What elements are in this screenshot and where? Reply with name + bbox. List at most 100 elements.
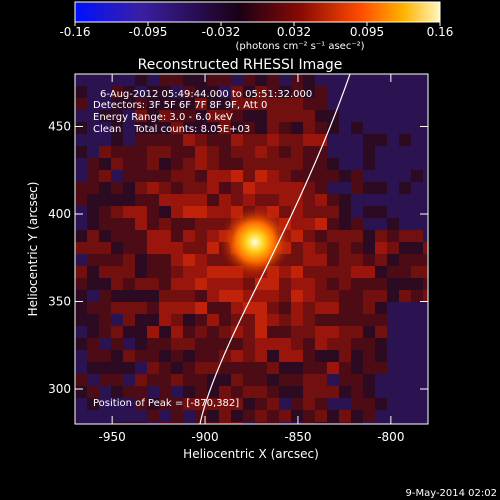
heatmap-cell <box>423 386 428 398</box>
heatmap-cell <box>87 350 99 362</box>
heatmap-cell <box>339 182 351 194</box>
heatmap-cell <box>171 242 183 254</box>
heatmap-cell <box>387 266 399 278</box>
heatmap-cell <box>339 314 351 326</box>
heatmap-cell <box>423 218 428 230</box>
heatmap-cell <box>243 98 255 110</box>
heatmap-cell <box>123 398 135 410</box>
heatmap-cell <box>255 410 267 422</box>
heatmap-cell <box>303 278 315 290</box>
heatmap-cell <box>243 158 255 170</box>
heatmap-cell <box>375 194 387 206</box>
heatmap-cell <box>387 194 399 206</box>
heatmap-cell <box>99 98 111 110</box>
heatmap-cell <box>219 110 231 122</box>
heatmap-cell <box>399 278 411 290</box>
heatmap-cell <box>423 374 428 386</box>
heatmap-cell <box>363 230 375 242</box>
heatmap-cell <box>243 398 255 410</box>
heatmap-cell <box>303 290 315 302</box>
heatmap-cell <box>351 362 363 374</box>
heatmap-cell <box>207 98 219 110</box>
chart-title: Reconstructed RHESSI Image <box>138 57 343 73</box>
heatmap-cell <box>279 422 291 424</box>
heatmap-cell <box>207 338 219 350</box>
heatmap-cell <box>111 86 123 98</box>
heatmap-cell <box>231 302 243 314</box>
heatmap-cell <box>75 206 87 218</box>
heatmap-cell <box>183 290 195 302</box>
heatmap-cell <box>195 326 207 338</box>
heatmap-cell <box>423 362 428 374</box>
heatmap-cell <box>303 98 315 110</box>
heatmap-cell <box>279 278 291 290</box>
heatmap-cell <box>87 422 99 424</box>
heatmap-cell <box>243 110 255 122</box>
heatmap-cell <box>291 422 303 424</box>
heatmap-cell <box>279 86 291 98</box>
heatmap-cell <box>279 386 291 398</box>
heatmap-cell <box>87 146 99 158</box>
heatmap-cell <box>363 254 375 266</box>
heatmap-cell <box>363 266 375 278</box>
heatmap-cell <box>375 158 387 170</box>
heatmap-cell <box>183 98 195 110</box>
heatmap-cell <box>387 98 399 110</box>
heatmap-cell <box>147 110 159 122</box>
heatmap-cell <box>243 350 255 362</box>
heatmap-cell <box>339 386 351 398</box>
heatmap-cell <box>75 242 87 254</box>
heatmap-cell <box>327 422 339 424</box>
heatmap-cell <box>291 338 303 350</box>
heatmap-cell <box>123 146 135 158</box>
heatmap-cell <box>159 278 171 290</box>
heatmap-cell <box>183 182 195 194</box>
heatmap-cell <box>375 326 387 338</box>
heatmap-cell <box>171 278 183 290</box>
heatmap-cell <box>315 194 327 206</box>
heatmap-cell <box>123 134 135 146</box>
heatmap-cell <box>207 242 219 254</box>
heatmap-cell <box>147 302 159 314</box>
heatmap-cell <box>99 86 111 98</box>
heatmap-cell <box>195 266 207 278</box>
heatmap-cell <box>171 182 183 194</box>
heatmap-cell <box>147 98 159 110</box>
heatmap-cell <box>99 362 111 374</box>
heatmap-cell <box>171 302 183 314</box>
heatmap-cell <box>75 134 87 146</box>
heatmap-cell <box>219 122 231 134</box>
heatmap-cell <box>351 326 363 338</box>
heatmap-cell <box>315 410 327 422</box>
heatmap-cell <box>291 326 303 338</box>
heatmap-cell <box>243 134 255 146</box>
heatmap-cell <box>75 266 87 278</box>
heatmap-cell <box>387 290 399 302</box>
heatmap-cell <box>207 146 219 158</box>
heatmap-cell <box>315 326 327 338</box>
heatmap-cell <box>267 422 279 424</box>
heatmap-cell <box>351 158 363 170</box>
heatmap-cell <box>375 422 387 424</box>
heatmap-cell <box>183 110 195 122</box>
heatmap-cell <box>99 314 111 326</box>
heatmap-cell <box>183 302 195 314</box>
heatmap-cell <box>99 338 111 350</box>
heatmap-cell <box>147 206 159 218</box>
heatmap-cell <box>387 386 399 398</box>
heatmap-cell <box>363 146 375 158</box>
heatmap-cell <box>255 386 267 398</box>
heatmap-cell <box>87 278 99 290</box>
heatmap-cell <box>147 182 159 194</box>
heatmap-cell <box>183 122 195 134</box>
heatmap-cell <box>195 422 207 424</box>
heatmap-cell <box>339 110 351 122</box>
heatmap-cell <box>279 362 291 374</box>
heatmap-cell <box>303 338 315 350</box>
heatmap-cell <box>351 410 363 422</box>
heatmap-cell <box>411 362 423 374</box>
heatmap-cell <box>291 254 303 266</box>
heatmap-cell <box>243 326 255 338</box>
heatmap-cell <box>363 374 375 386</box>
heatmap-cell <box>387 314 399 326</box>
